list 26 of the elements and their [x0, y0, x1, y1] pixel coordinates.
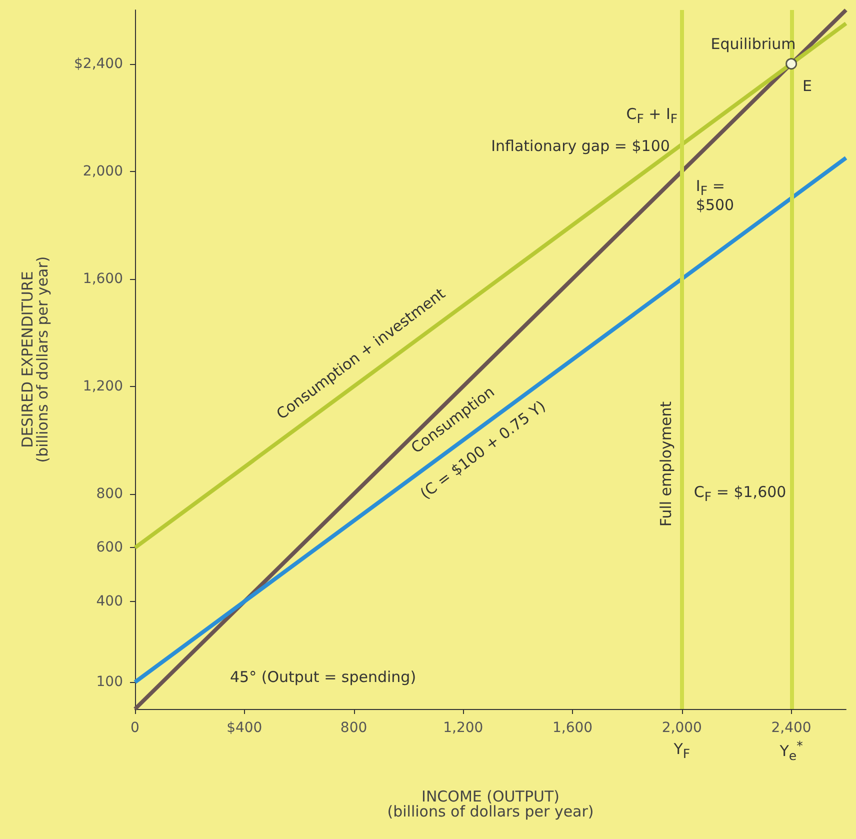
- y-tick-label: $2,400: [74, 56, 123, 72]
- y-tick-label: 2,000: [82, 163, 123, 180]
- annotation: C$_{F}$ = $1,600: [694, 483, 786, 504]
- y-tick-label: 1,600: [82, 270, 123, 287]
- x-axis-title: INCOME (OUTPUT) (billions of dollars per year): [387, 788, 594, 820]
- annotation: E: [802, 76, 812, 95]
- y-tick-label: 600: [96, 540, 123, 556]
- annotation: Equilibrium: [710, 34, 796, 53]
- x-tick-label: 1,200: [443, 720, 484, 736]
- x-tick-label: 0: [130, 720, 140, 736]
- x-tick-label: 800: [340, 720, 368, 736]
- annotation: 45° (Output = spending): [230, 668, 416, 686]
- y-tick-label: 100: [96, 674, 123, 690]
- y-axis-title: DESIRED EXPENDITURE (billions of dollars per year): [18, 256, 52, 463]
- annotation: I$_{F}$ = $500: [696, 176, 734, 214]
- x-tick-label: $400: [226, 720, 262, 736]
- ref-line-label: Full employment: [656, 402, 675, 527]
- x-tick-label: 1,600: [552, 720, 593, 736]
- y-tick-label: 800: [96, 486, 123, 502]
- annotation: Y$_{F}$: [674, 740, 690, 762]
- y-tick-label: 400: [96, 593, 123, 610]
- annotation: Inflationary gap = $100: [491, 136, 670, 155]
- x-tick-label: 2,400: [771, 720, 812, 736]
- x-tick-label: 2,000: [662, 720, 702, 736]
- annotation: C$_{F}$ + I$_{F}$: [626, 106, 678, 127]
- y-tick-label: 1,200: [82, 378, 123, 394]
